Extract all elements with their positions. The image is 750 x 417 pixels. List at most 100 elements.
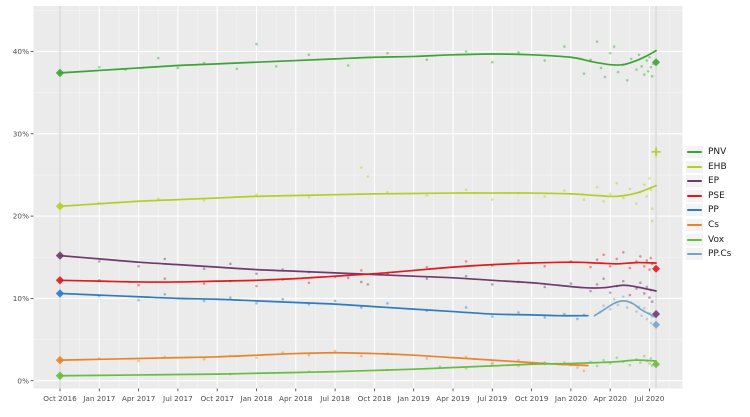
poll-point-ep xyxy=(163,257,167,261)
poll-point-ehb xyxy=(491,198,494,201)
poll-point-pnv xyxy=(464,50,468,53)
poll-point-ehb xyxy=(602,199,605,203)
poll-point-pnv xyxy=(563,45,566,48)
trend-line-pp xyxy=(59,292,589,317)
result-2016-ehb xyxy=(55,202,65,211)
poll-point-ehb xyxy=(202,199,206,202)
trend-line-vox xyxy=(59,359,657,377)
poll-point-pp xyxy=(517,311,520,314)
trend-line-pnv xyxy=(59,49,657,74)
poll-point-vox xyxy=(615,356,619,359)
poll-point-vox xyxy=(491,362,494,366)
poll-point-pnv xyxy=(589,58,592,62)
poll-point-ehb xyxy=(360,166,363,169)
poll-point-pp xyxy=(137,298,140,302)
x-tick-label: Jan 2018 xyxy=(239,394,272,403)
y-tick-label: 0% xyxy=(17,376,29,385)
poll-point-pp xyxy=(202,299,206,303)
poll-point-pnv xyxy=(648,55,651,59)
poll-point-pp.cs xyxy=(608,307,612,311)
poll-point-pse xyxy=(628,266,632,270)
poll-point-pse xyxy=(595,258,599,262)
poll-point-ep xyxy=(650,300,654,303)
poll-point-pse xyxy=(366,283,370,286)
legend-item-pse: PSE xyxy=(686,189,731,202)
poll-point-ep xyxy=(595,283,599,286)
legend-item-cs: Cs xyxy=(686,218,731,231)
legend-label: PSE xyxy=(708,190,725,201)
poll-point-pnv xyxy=(640,65,643,68)
poll-point-ep xyxy=(202,267,206,271)
legend-item-pnv: PNV xyxy=(686,146,731,158)
x-tick-label: Apr 2019 xyxy=(436,394,470,403)
poll-point-pse xyxy=(202,282,206,285)
poll-point-ep xyxy=(628,293,632,297)
poll-point-ep xyxy=(648,296,651,299)
poll-point-ep xyxy=(639,281,642,285)
poll-point-ehb xyxy=(648,176,651,180)
poll-point-ehb xyxy=(608,192,612,196)
poll-point-pp.cs xyxy=(635,310,638,313)
poll-point-pnv xyxy=(582,72,586,76)
poll-point-cs xyxy=(307,353,311,357)
poll-point-cs xyxy=(137,359,140,363)
result-2016-cs xyxy=(55,355,65,365)
trend-line-pp.cs xyxy=(593,300,657,319)
poll-point-ep xyxy=(425,277,429,280)
poll-point-pse xyxy=(543,265,546,268)
x-tick-label: Oct 2019 xyxy=(515,394,549,403)
legend-item-ehb: EHB xyxy=(686,160,731,173)
poll-point-pse xyxy=(137,283,140,287)
poll-point-pnv xyxy=(307,53,311,57)
poll-point-pse xyxy=(425,265,429,269)
poll-point-ehb xyxy=(366,175,370,178)
legend-label: Vox xyxy=(708,234,725,245)
poll-point-pnv xyxy=(98,65,101,69)
poll-point-pp.cs xyxy=(640,314,643,317)
legend: PNV EHB EP PSE PP Cs Vox PP.Cs xyxy=(686,146,731,261)
ehb-line-swatch-icon xyxy=(686,160,703,173)
poll-point-pse xyxy=(255,284,258,288)
y-tick-label: 10% xyxy=(13,294,29,303)
pp-line-swatch-icon xyxy=(686,204,703,217)
x-tick-label: Jan 2019 xyxy=(397,394,430,403)
poll-point-pp xyxy=(464,306,468,309)
poll-point-pp.cs xyxy=(625,306,629,309)
x-tick-label: Jul 2019 xyxy=(476,394,507,403)
poll-point-pse xyxy=(602,253,605,257)
poll-point-cs xyxy=(582,369,586,373)
vox-line-swatch-icon xyxy=(686,233,703,246)
poll-point-ehb xyxy=(425,194,429,197)
poll-point-ep xyxy=(464,274,468,278)
poll-point-ep xyxy=(543,285,546,289)
poll-point-pse xyxy=(622,251,625,254)
poll-point-cs xyxy=(425,357,429,360)
poll-point-ehb xyxy=(642,183,646,187)
poll-point-ep xyxy=(491,283,494,286)
poll-point-ep xyxy=(137,265,140,268)
poll-point-ep xyxy=(642,292,646,295)
poll-point-pse xyxy=(608,265,612,268)
poll-point-pnv xyxy=(646,69,650,73)
poll-point-pp xyxy=(576,317,579,321)
x-tick-label: Apr 2018 xyxy=(279,394,313,403)
poll-point-ehb xyxy=(628,187,632,191)
poll-point-pp.cs xyxy=(622,295,625,299)
poll-point-ehb xyxy=(307,195,311,199)
x-tick-label: Jan 2020 xyxy=(554,394,587,403)
poll-point-ep xyxy=(635,287,638,290)
poll-point-pp xyxy=(563,312,566,316)
trend-line-ehb xyxy=(59,184,657,208)
result-2016-pp xyxy=(55,289,65,298)
poll-point-vox xyxy=(595,364,599,368)
poll-point-pnv xyxy=(650,74,654,78)
poll-point-pse xyxy=(464,260,468,263)
poll-point-pse xyxy=(615,257,619,261)
result-2020-pnv xyxy=(652,58,661,67)
trend-line-cs xyxy=(59,351,589,367)
poll-point-vox xyxy=(648,362,651,365)
result-2020-ehb xyxy=(651,147,661,157)
poll-point-pnv xyxy=(625,79,629,82)
poll-point-pnv xyxy=(156,56,160,60)
